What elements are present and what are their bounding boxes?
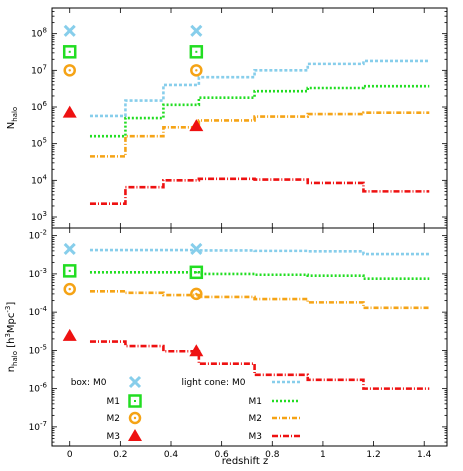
legend-lightcone-title: light cone:	[181, 378, 229, 388]
y-axis-label-bottom: nhalo [h3Mpc-3]	[4, 302, 19, 373]
xtick-label: 0.8	[265, 450, 280, 460]
axis-layer: 10310410510610710810-710-610-510-410-310…	[4, 7, 447, 460]
legend-box-marker-M3	[128, 429, 142, 441]
legend-box-marker-M0	[128, 375, 142, 389]
lightcone-top-M0	[89, 59, 430, 118]
legend-box-marker-M1-dot	[134, 400, 136, 402]
legend-box-marker-M1	[128, 394, 142, 408]
legend-box-label-M1: M1	[107, 397, 121, 407]
legend-layer: box: light cone: M1 M1 M2 M2 M3 M3 M0 M0	[71, 375, 300, 442]
box-point-top-M2-6	[190, 64, 203, 77]
box-point-bottom-M2-6-dot	[195, 292, 198, 296]
ytick-label-top: 107	[31, 63, 47, 76]
box-point-bottom-M0-4	[190, 242, 203, 255]
ytick-label-bottom: 10-4	[29, 305, 48, 318]
box-point-top-M3-3	[62, 105, 77, 118]
legend-box-label-M2: M2	[107, 414, 121, 424]
legend-box-marker-M2	[128, 411, 142, 425]
legend-lightcone-label-M1: M1	[249, 397, 263, 407]
ytick-label-top: 103	[31, 210, 47, 223]
lightcone-bottom-M0	[89, 248, 430, 256]
box-point-bottom-M3-7	[189, 344, 204, 357]
box-point-top-M1-5-dot	[195, 50, 198, 53]
lightcone-bottom-M3	[89, 340, 430, 390]
series-layer	[89, 59, 430, 390]
box-point-top-M3-7	[189, 119, 204, 132]
box-point-top-M1-5	[189, 45, 204, 59]
ytick-label-top: 108	[31, 27, 47, 40]
ytick-label-bottom: 10-6	[29, 382, 48, 395]
xtick-label: 0.2	[113, 450, 127, 460]
xtick-label: 1.4	[417, 450, 432, 460]
ytick-label-bottom: 10-3	[29, 267, 47, 280]
legend-box-label-M3: M3	[107, 432, 121, 442]
box-point-top-M1-1	[62, 45, 77, 59]
box-point-top-M2-2-dot	[68, 69, 71, 72]
box-point-bottom-M2-2-dot	[68, 287, 71, 291]
xtick-label: 1.2	[366, 450, 380, 460]
box-point-top-M1-1-dot	[68, 50, 71, 53]
legend-box-title: box:	[71, 378, 90, 388]
legend-lightcone-label-M3: M3	[249, 432, 263, 442]
xtick-label: 0.4	[164, 450, 179, 460]
ytick-label-bottom: 10-5	[29, 343, 47, 356]
legend-lightcone-label-M0: M0	[232, 378, 246, 388]
box-point-bottom-M2-6	[190, 287, 203, 301]
box-point-bottom-M2-2	[63, 282, 76, 296]
lightcone-top-M1	[89, 84, 430, 138]
box-point-top-M0-0	[63, 24, 76, 37]
xtick-label: 1	[320, 450, 326, 460]
legend-box-label-M0: M0	[93, 378, 107, 388]
ytick-label-bottom: 10-7	[29, 420, 47, 433]
box-point-top-M2-6-dot	[195, 69, 198, 72]
lightcone-bottom-M2	[89, 290, 430, 310]
ytick-label-top: 105	[31, 137, 47, 150]
marker-layer	[62, 24, 204, 357]
xtick-label: 0.6	[214, 450, 229, 460]
panel-frame-bottom	[51, 227, 448, 447]
legend-lightcone-label-M2: M2	[249, 414, 263, 424]
legend-box-marker-M2-dot	[133, 416, 137, 420]
ytick-label-top: 106	[31, 100, 47, 113]
lightcone-bottom-M1	[89, 271, 430, 280]
box-point-bottom-M1-5	[189, 265, 204, 280]
ytick-label-top: 104	[31, 173, 47, 186]
xtick-label: 0	[67, 450, 73, 460]
box-point-bottom-M1-5-dot	[195, 271, 198, 274]
box-point-top-M0-4	[190, 24, 203, 37]
box-point-bottom-M1-1-dot	[68, 269, 71, 272]
box-point-bottom-M1-1	[62, 264, 77, 278]
box-point-bottom-M0-0	[63, 242, 76, 255]
lightcone-top-M2	[89, 111, 430, 158]
y-axis-label-top: Nhalo	[6, 107, 19, 129]
lightcone-top-M3	[89, 177, 430, 206]
box-point-bottom-M3-3	[62, 328, 77, 341]
ytick-label-bottom: 10-2	[29, 229, 47, 242]
x-axis-label: redshift z	[222, 456, 268, 467]
box-point-top-M2-2	[63, 64, 76, 77]
